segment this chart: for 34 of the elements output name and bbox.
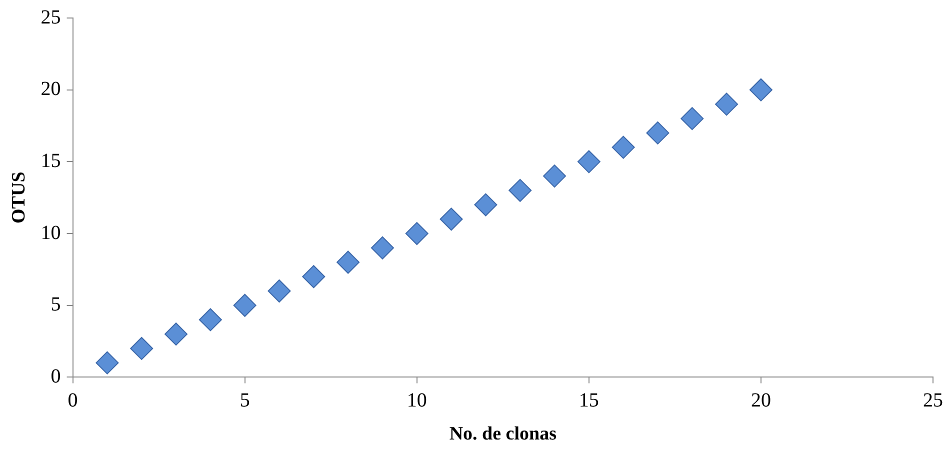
point [543, 164, 566, 188]
point [268, 279, 291, 302]
point [164, 322, 188, 346]
y-tick-label: 20 [40, 78, 61, 100]
x-tick-label: 10 [406, 389, 427, 412]
point [612, 136, 635, 159]
point [405, 222, 428, 246]
point [130, 336, 154, 360]
point [96, 351, 119, 374]
x-tick-label: 0 [68, 389, 78, 412]
point [302, 265, 326, 288]
x-tick-label: 20 [750, 389, 771, 412]
y-tick-label: 15 [40, 150, 61, 172]
point [440, 208, 463, 231]
point [474, 193, 498, 216]
x-axis-title: No. de clonas [449, 424, 556, 445]
x-tick-label: 15 [578, 389, 599, 412]
x-tick-label: 25 [923, 389, 943, 412]
point [370, 236, 394, 260]
point [577, 150, 600, 174]
point [233, 294, 256, 317]
point [646, 121, 670, 144]
point [680, 107, 704, 130]
point [198, 308, 222, 332]
y-tick-label: 0 [50, 365, 61, 388]
point [749, 78, 772, 102]
x-tick-label: 5 [240, 389, 250, 412]
y-tick-label: 25 [40, 6, 61, 28]
point [336, 250, 360, 274]
point [508, 178, 532, 202]
y-tick-label: 10 [40, 222, 61, 244]
point [715, 92, 738, 116]
y-axis-title: OTUS [8, 172, 30, 224]
y-tick-label: 5 [50, 294, 61, 316]
